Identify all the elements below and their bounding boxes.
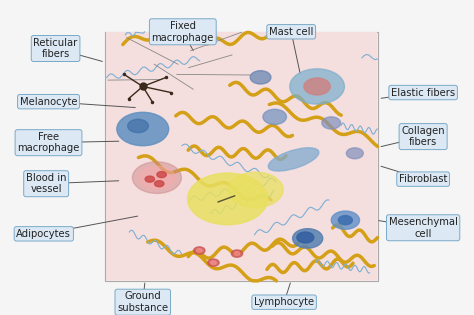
Circle shape: [346, 148, 363, 159]
Circle shape: [292, 229, 323, 248]
Circle shape: [157, 172, 166, 178]
Circle shape: [194, 247, 205, 254]
Text: Fibroblast: Fibroblast: [399, 174, 447, 184]
Text: Mast cell: Mast cell: [269, 27, 313, 37]
FancyBboxPatch shape: [106, 32, 377, 280]
Text: Reticular
fibers: Reticular fibers: [34, 38, 78, 59]
Ellipse shape: [268, 148, 319, 171]
Circle shape: [331, 211, 359, 229]
FancyBboxPatch shape: [105, 32, 378, 281]
Circle shape: [155, 181, 164, 187]
Circle shape: [234, 252, 240, 255]
Circle shape: [145, 176, 155, 182]
Circle shape: [128, 119, 148, 133]
Circle shape: [250, 71, 271, 84]
Text: Ground
substance: Ground substance: [117, 291, 168, 313]
Text: Lymphocyte: Lymphocyte: [254, 297, 314, 307]
Text: Melanocyte: Melanocyte: [20, 97, 77, 107]
Circle shape: [231, 250, 243, 257]
Circle shape: [263, 109, 286, 124]
Circle shape: [228, 172, 283, 207]
Text: Free
macrophage: Free macrophage: [18, 132, 80, 153]
Circle shape: [304, 78, 330, 95]
Circle shape: [338, 215, 353, 225]
Circle shape: [197, 249, 202, 252]
Circle shape: [297, 232, 314, 243]
Text: Blood in
vessel: Blood in vessel: [26, 173, 66, 194]
Circle shape: [117, 112, 169, 146]
Text: Elastic fibers: Elastic fibers: [391, 88, 455, 98]
Circle shape: [139, 166, 175, 189]
Text: Fixed
macrophage: Fixed macrophage: [152, 21, 214, 43]
Text: Adipocytes: Adipocytes: [17, 229, 71, 239]
Circle shape: [188, 173, 268, 225]
Text: Mesenchymal
cell: Mesenchymal cell: [389, 217, 457, 238]
Text: Collagen
fibers: Collagen fibers: [401, 126, 445, 147]
Circle shape: [208, 259, 219, 266]
Circle shape: [322, 117, 341, 129]
Circle shape: [290, 69, 345, 104]
Circle shape: [210, 261, 216, 265]
Circle shape: [132, 162, 182, 193]
